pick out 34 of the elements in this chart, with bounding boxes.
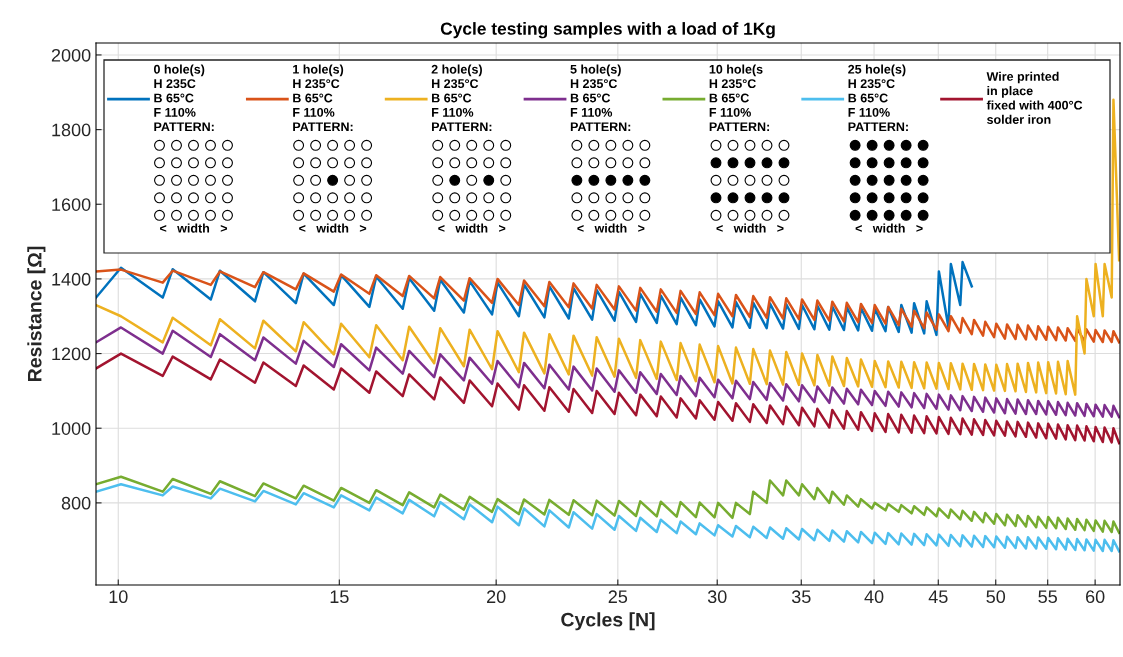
text: < width > [438, 223, 506, 233]
x-tick-label: 30 [707, 590, 727, 604]
text: < width > [716, 223, 784, 233]
x-tick-label: 40 [864, 590, 884, 604]
x-tick-label: 20 [487, 590, 506, 604]
y-axis-title: Resistance [Ω] [27, 246, 46, 382]
legend-label: 10 hole(s H 235°C B 65°C F 110% PATTERN: [709, 64, 770, 132]
legend-label: Wire printed in place fixed with 400°C solder iron [986, 71, 1083, 124]
y-tick-label: 800 [61, 496, 91, 510]
text: < width > [855, 223, 923, 233]
y-tick-label: 1000 [52, 422, 91, 435]
x-tick-label: 50 [986, 590, 1006, 604]
legend-label: 5 hole(s) H 235°C B 65°C F 110% PATTERN: [570, 64, 631, 132]
annotation: < width > [159, 223, 228, 233]
legend-label: 2 hole(s) H 235°C B 65°C F 110% PATTERN: [431, 64, 492, 132]
legend-label: 0 hole(s) H 235C B 65°C F 110% PATTERN: [153, 64, 214, 132]
x-tick-label: 15 [330, 590, 349, 604]
x-tick-label: 10 [109, 590, 128, 604]
chart-title: Cycle testing samples with a load of 1Kg [440, 22, 775, 39]
text: < width > [299, 223, 367, 233]
x-axis-title: Cycles [N] [561, 612, 655, 631]
x-tick-label: 60 [1086, 590, 1105, 604]
text: < width > [577, 223, 645, 233]
y-tick-label: 1200 [52, 347, 91, 361]
legend-label: 1 hole(s) H 235°C B 65°C F 110% PATTERN: [293, 64, 353, 132]
y-tick-label: 1800 [52, 123, 91, 137]
y-tick-label: 1600 [52, 198, 91, 211]
x-tick-label: 55 [1038, 590, 1057, 604]
x-tick-label: 25 [608, 590, 628, 604]
legend-label: 25 hole(s) H 235°C B 65°C F 110% PATTERN: [848, 64, 908, 132]
x-tick-label: 35 [791, 590, 811, 604]
x-tick-label: 45 [928, 590, 948, 604]
y-tick-label: 1400 [52, 272, 91, 286]
y-tick-label: 2000 [51, 48, 91, 62]
